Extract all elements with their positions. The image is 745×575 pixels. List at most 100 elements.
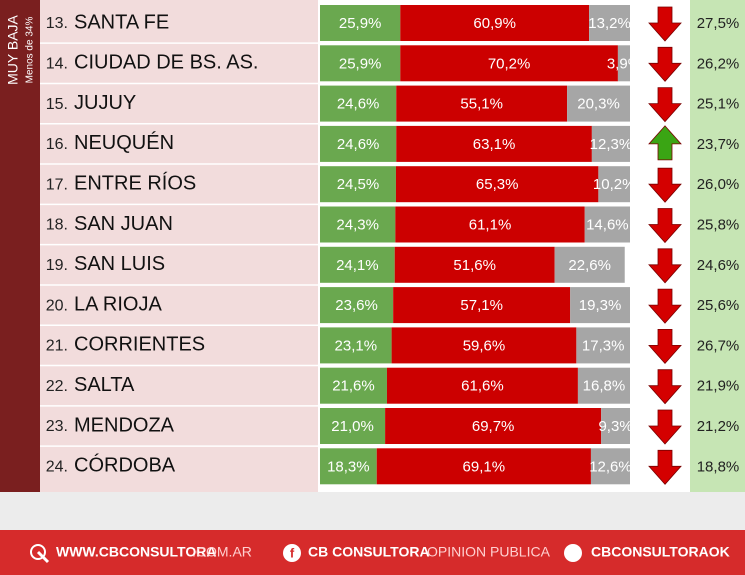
value-label: 10,2% — [593, 176, 636, 193]
value-label: 13,2% — [588, 15, 631, 32]
trend-arrow — [648, 369, 682, 405]
value-label: 9,3% — [598, 418, 632, 435]
side-band — [0, 0, 40, 492]
trend-arrow — [648, 248, 682, 284]
bar-segment — [320, 5, 401, 41]
web-icon — [30, 544, 46, 560]
value-label: 16,8% — [583, 378, 626, 395]
value-label: 55,1% — [460, 96, 503, 113]
value-label: 21,0% — [331, 418, 374, 435]
bar-segment — [320, 408, 386, 444]
rank: 22. — [46, 378, 68, 395]
bar-segment — [391, 327, 577, 364]
bar-segment — [320, 327, 392, 364]
bar-segment — [395, 206, 585, 243]
comparison-value: 21,9% — [697, 378, 740, 395]
value-label: 24,3% — [336, 216, 379, 233]
footer — [0, 530, 745, 575]
bar-segment — [395, 166, 599, 203]
bar-segment — [590, 448, 630, 485]
footer-twitter: CBCONSULTORAOK — [564, 544, 730, 562]
comparison-value: 21,2% — [697, 418, 740, 435]
province-name: SAN JUAN — [74, 213, 173, 235]
value-label: 24,6% — [337, 136, 380, 153]
value-label: 20,3% — [577, 96, 620, 113]
province-name: SALTA — [74, 374, 135, 396]
bar-segment — [598, 166, 630, 203]
value-label: 3,9% — [607, 55, 641, 72]
name-column — [40, 0, 318, 492]
rank: 24. — [46, 459, 68, 476]
bar-segment — [320, 246, 395, 283]
bar-segment — [400, 5, 590, 41]
province-name: JUJUY — [74, 92, 136, 114]
side-sublabel: Menos de 34% — [25, 17, 36, 84]
bar-segment — [385, 408, 602, 444]
value-label: 25,9% — [339, 55, 382, 72]
value-label: 23,6% — [335, 297, 378, 314]
value-label: 61,1% — [469, 216, 512, 233]
value-label: 21,6% — [332, 378, 375, 395]
footer-site-suffix: .COM.AR — [192, 544, 252, 560]
comparison-column — [690, 0, 745, 492]
rank: 18. — [46, 217, 68, 234]
footer-site-main: WWW.CBCONSULTORA — [56, 544, 216, 560]
bar-segment — [393, 287, 571, 324]
value-label: 69,7% — [472, 418, 515, 435]
bar-segment — [570, 287, 630, 324]
bar-segment — [376, 448, 591, 485]
bar-segment — [320, 448, 377, 485]
comparison-value: 26,2% — [697, 55, 740, 72]
rank: 21. — [46, 338, 68, 355]
value-label: 22,6% — [568, 257, 611, 274]
value-label: 18,3% — [327, 458, 370, 475]
side-label: MUY BAJA — [5, 14, 21, 84]
footer-twitter: CBCONSULTORAOK — [591, 544, 730, 560]
trend-arrow — [648, 329, 682, 365]
rank: 17. — [46, 176, 68, 193]
bar-segment — [591, 125, 630, 162]
value-label: 14,6% — [586, 216, 629, 233]
comparison-value: 25,6% — [697, 297, 740, 314]
comparison-value: 24,6% — [697, 257, 740, 274]
bar-segment — [584, 206, 630, 243]
value-label: 19,3% — [579, 297, 622, 314]
gap-band — [0, 492, 745, 530]
value-label: 23,1% — [335, 337, 378, 354]
province-name: SANTA FE — [74, 11, 169, 33]
value-label: 24,5% — [337, 176, 380, 193]
comparison-value: 23,7% — [697, 136, 740, 153]
bar-segment — [320, 287, 394, 324]
value-label: 63,1% — [473, 136, 516, 153]
bar-segment — [394, 246, 555, 283]
value-label: 65,3% — [476, 176, 519, 193]
value-label: 61,6% — [461, 378, 504, 395]
comparison-value: 18,8% — [697, 458, 740, 475]
bar-segment — [567, 85, 630, 122]
trend-arrow — [648, 167, 682, 203]
comparison-value: 26,7% — [697, 337, 740, 354]
rank: 15. — [46, 96, 68, 113]
province-name: SAN LUIS — [74, 253, 165, 275]
value-label: 70,2% — [488, 55, 531, 72]
bar-segment — [589, 5, 630, 41]
value-label: 59,6% — [463, 337, 506, 354]
footer-facebook-main: CB CONSULTORA — [308, 544, 430, 560]
footer-site: WWW.CBCONSULTORA .COM.AR — [30, 544, 252, 564]
trend-arrow — [648, 87, 682, 123]
bar-segment — [386, 367, 578, 404]
province-name: CÓRDOBA — [74, 454, 176, 477]
value-label: 12,6% — [589, 458, 632, 475]
rank: 13. — [46, 15, 68, 32]
province-name: MENDOZA — [74, 414, 175, 436]
bar-segment — [320, 367, 387, 404]
trend-arrow — [648, 409, 682, 445]
value-label: 12,3% — [590, 136, 633, 153]
bar-segment — [601, 408, 630, 444]
rank: 14. — [46, 56, 68, 73]
bar-segment — [617, 45, 630, 82]
comparison-value: 25,1% — [697, 96, 740, 113]
bar-segment — [320, 85, 397, 122]
rank: 20. — [46, 297, 68, 314]
comparison-value: 26,0% — [697, 176, 740, 193]
